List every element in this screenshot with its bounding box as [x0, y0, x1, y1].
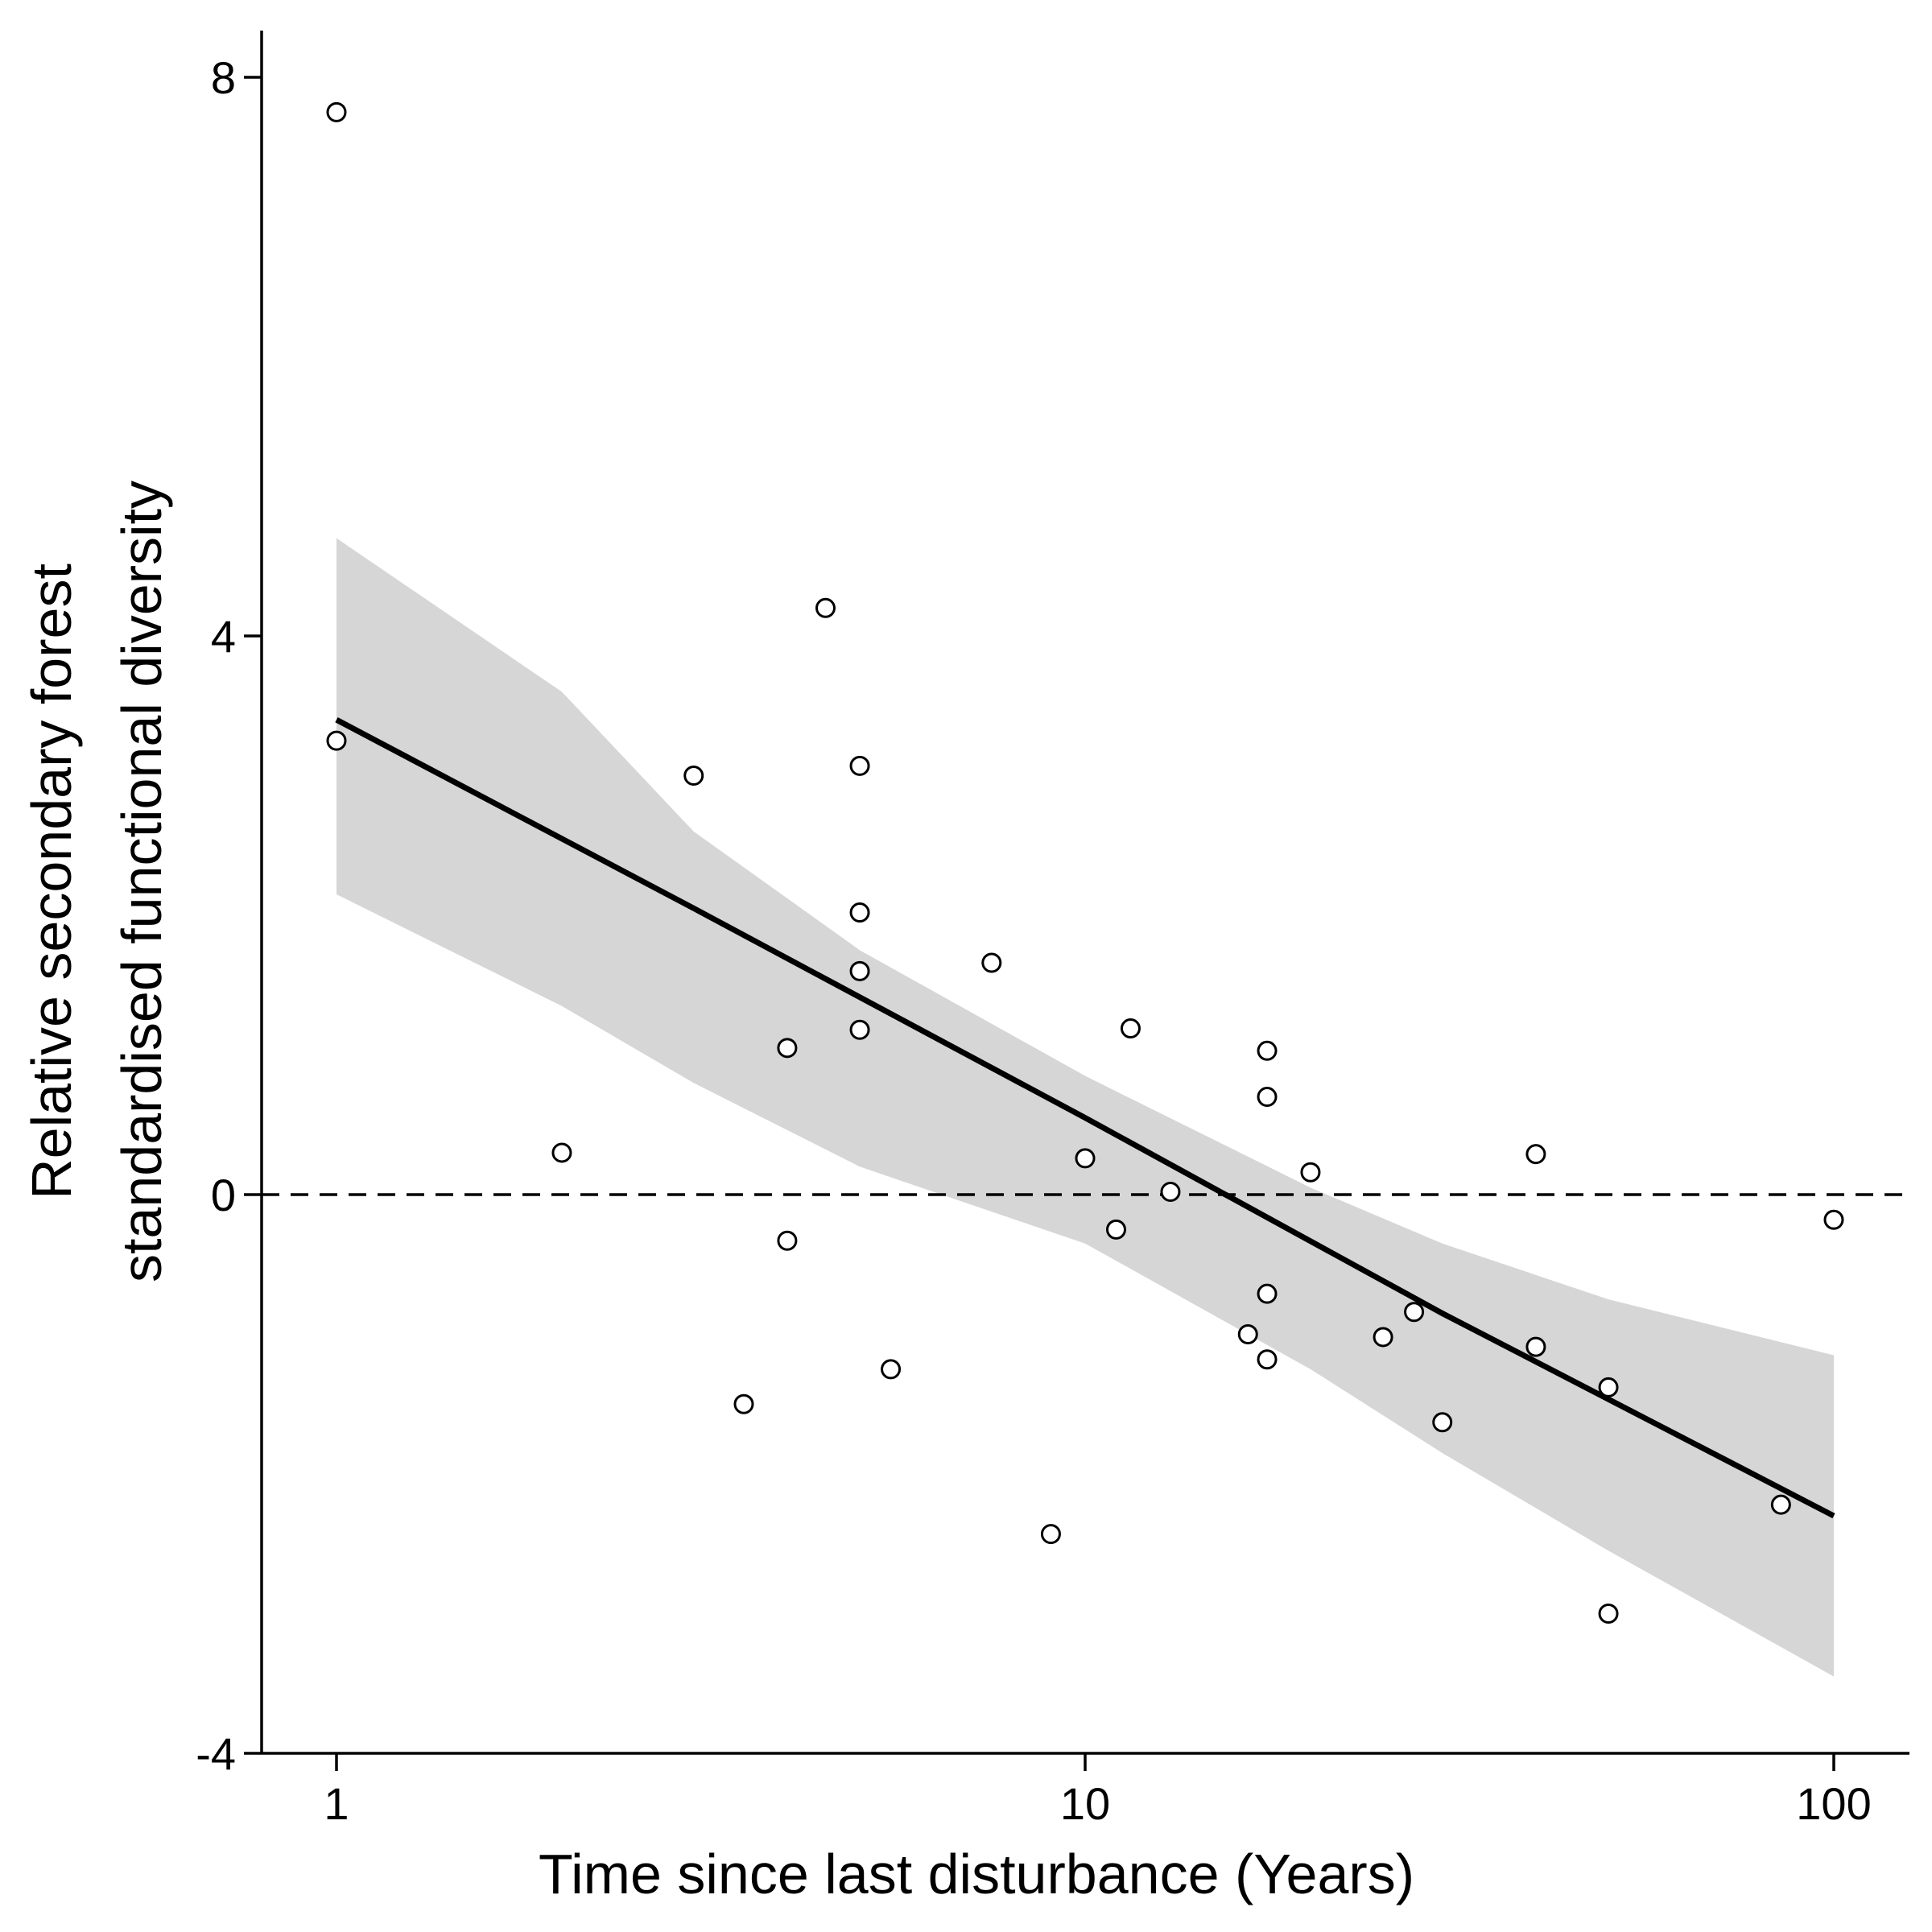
- x-tick-label: 100: [1796, 1778, 1871, 1829]
- confidence-band-layer: [336, 538, 1834, 1677]
- y-tick-label: 0: [211, 1170, 236, 1220]
- x-axis-title: Time since last disturbance (Years): [539, 1843, 1414, 1905]
- data-point: [881, 1359, 902, 1380]
- y-axis-title-line-1: Relative secondary forest: [20, 564, 83, 1199]
- y-tick-label: 4: [211, 611, 236, 662]
- data-point: [1823, 1209, 1844, 1230]
- data-point: [1237, 1324, 1258, 1344]
- data-point: [1525, 1144, 1546, 1165]
- data-point: [1257, 1040, 1278, 1061]
- data-point: [1598, 1604, 1619, 1624]
- data-point: [849, 902, 870, 923]
- y-axis-title-line-2: standardised functional diversity: [110, 481, 173, 1282]
- x-tick-label: 1: [324, 1778, 349, 1829]
- data-point: [777, 1038, 798, 1059]
- data-point: [1257, 1349, 1278, 1370]
- axes: -4 0 4 8 1 10 100: [196, 31, 1909, 1829]
- data-point: [1160, 1182, 1181, 1203]
- data-point: [551, 1142, 572, 1163]
- data-point: [733, 1393, 754, 1414]
- data-point: [1432, 1412, 1453, 1433]
- confidence-band: [336, 538, 1834, 1677]
- data-point: [1105, 1219, 1126, 1240]
- data-point: [683, 766, 704, 786]
- regression-fit-line: [335, 717, 1835, 1519]
- data-point: [1525, 1336, 1546, 1357]
- data-point: [1598, 1377, 1619, 1397]
- data-point: [981, 952, 1002, 973]
- data-point: [777, 1230, 798, 1251]
- data-point: [1300, 1162, 1321, 1183]
- data-point: [815, 597, 836, 618]
- y-tick-label: -4: [196, 1728, 236, 1779]
- data-point: [1257, 1283, 1278, 1304]
- data-point: [1040, 1524, 1061, 1545]
- data-point: [1120, 1018, 1141, 1039]
- data-point: [849, 755, 870, 776]
- data-points: [326, 101, 1844, 1624]
- x-tick-label: 10: [1060, 1778, 1110, 1829]
- data-point: [1075, 1148, 1096, 1169]
- fit-line-layer: [335, 717, 1835, 1519]
- data-point: [1404, 1302, 1425, 1323]
- y-tick-label: 8: [211, 52, 236, 103]
- data-point: [326, 730, 347, 751]
- data-point: [849, 1019, 870, 1040]
- axis-titles: Time since last disturbance (Years) Rela…: [20, 481, 1414, 1905]
- data-point: [1373, 1327, 1393, 1348]
- data-point: [1257, 1087, 1278, 1108]
- data-point: [1770, 1494, 1791, 1515]
- data-point: [326, 101, 347, 122]
- data-point: [849, 960, 870, 981]
